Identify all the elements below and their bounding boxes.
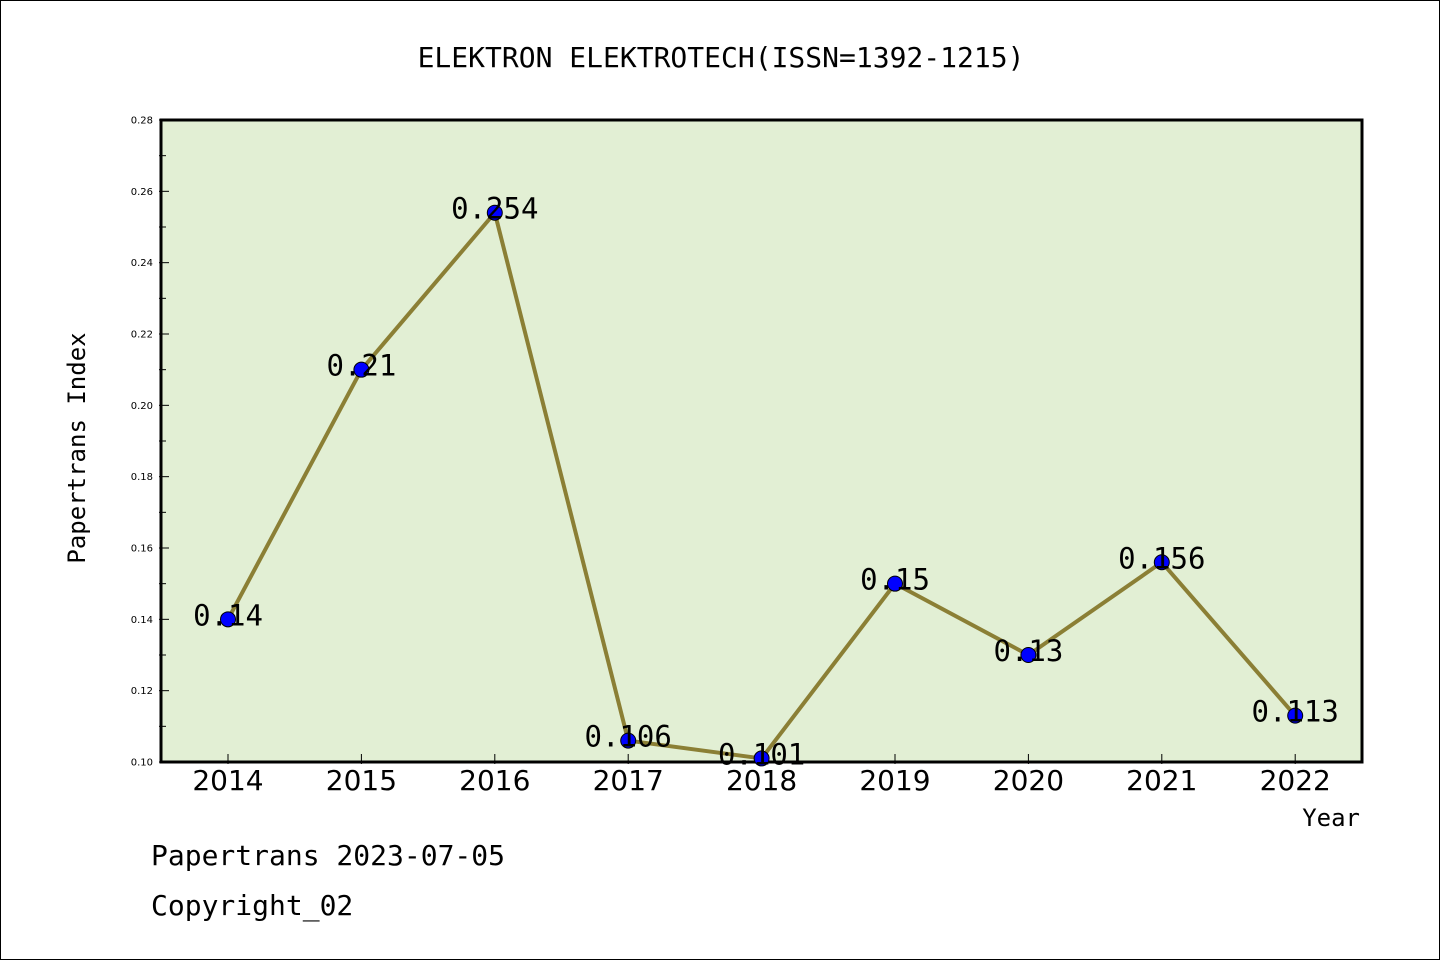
data-point-marker (1020, 647, 1037, 663)
x-tick-label: 2017 (593, 764, 664, 797)
x-tick-label: 2016 (459, 764, 530, 797)
y-tick-label: 0.28 (131, 116, 153, 127)
chart-title: ELEKTRON ELEKTROTECH(ISSN=1392-1215) (418, 41, 1025, 74)
footer-source-line: Papertrans 2023-07-05 (151, 839, 505, 872)
y-tick-label: 0.10 (131, 758, 153, 769)
y-tick-label: 0.18 (131, 472, 153, 483)
data-value-label: 0.101 (718, 737, 805, 771)
y-tick-label: 0.12 (131, 686, 153, 697)
y-axis-ticks: 0.10 0.12 0.14 0.16 0.18 0.20 0.22 0.24 0.26 0.28 (131, 116, 169, 769)
plot-area (159, 118, 1364, 764)
data-point-marker (887, 575, 903, 592)
x-tick-label: 2014 (192, 764, 263, 797)
y-tick-label: 0.20 (131, 401, 153, 412)
data-point-marker (1287, 707, 1304, 724)
data-point-marker (486, 204, 503, 221)
x-axis-label: Year (1302, 804, 1360, 832)
data-value-label: 0.14 (193, 598, 263, 632)
y-tick-label: 0.14 (131, 615, 153, 626)
data-label-group: 0.14 0.21 0.254 0.106 0.101 0.15 0.13 0.156 0.11… (193, 192, 1339, 772)
y-tick-label: 0.16 (131, 544, 153, 555)
x-tick-label: 2018 (726, 764, 797, 797)
data-point-marker (1153, 554, 1170, 571)
y-tick-label: 0.26 (131, 187, 153, 198)
data-value-label: 0.106 (585, 720, 672, 754)
data-point-marker (220, 611, 236, 628)
x-tick-label: 2021 (1126, 764, 1197, 797)
y-tick-label: 0.22 (131, 330, 153, 341)
data-value-label: 0.15 (860, 563, 930, 597)
x-axis-ticks: 2014 2015 2016 2017 2018 2019 2020 2021 2022 (192, 754, 1331, 797)
x-tick-label: 2022 (1260, 764, 1331, 797)
y-axis-label: Papertrans Index (63, 332, 91, 563)
data-point-marker (753, 750, 770, 767)
data-value-label: 0.156 (1118, 541, 1205, 575)
data-point-marker (620, 732, 637, 749)
y-tick-label: 0.24 (131, 258, 153, 269)
data-point-marker (353, 361, 370, 378)
data-value-label: 0.254 (451, 192, 538, 226)
x-tick-label: 2020 (993, 764, 1064, 797)
data-value-label: 0.21 (326, 349, 396, 383)
x-tick-label: 2015 (326, 764, 397, 797)
footer-copyright-line: Copyright_02 (151, 889, 353, 923)
x-tick-label: 2019 (859, 764, 930, 797)
data-value-label: 0.113 (1252, 695, 1339, 729)
data-value-label: 0.13 (993, 634, 1063, 668)
data-point-group (220, 204, 1304, 767)
